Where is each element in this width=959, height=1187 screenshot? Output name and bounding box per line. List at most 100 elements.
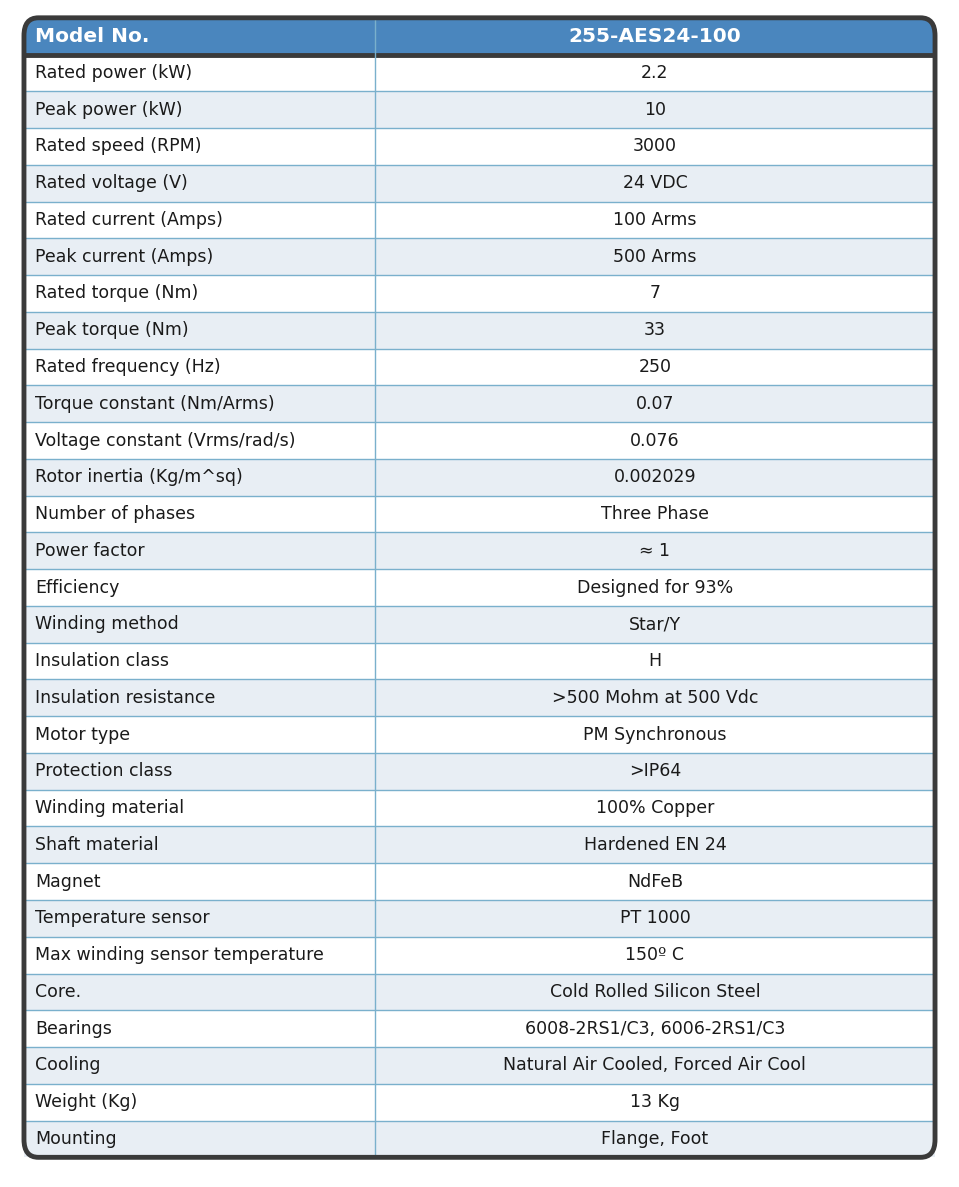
Bar — [375, 312, 935, 349]
Bar — [375, 239, 935, 275]
Text: Number of phases: Number of phases — [35, 504, 196, 523]
Bar — [375, 716, 935, 753]
Text: Peak power (kW): Peak power (kW) — [35, 101, 183, 119]
Text: Winding method: Winding method — [35, 615, 179, 634]
Text: Magnet: Magnet — [35, 872, 101, 890]
FancyBboxPatch shape — [24, 18, 935, 1157]
Text: Temperature sensor: Temperature sensor — [35, 909, 210, 927]
Bar — [24, 55, 375, 91]
Bar — [24, 1010, 375, 1047]
Text: 13 Kg: 13 Kg — [630, 1093, 680, 1111]
Text: 6008-2RS1/C3, 6006-2RS1/C3: 6008-2RS1/C3, 6006-2RS1/C3 — [525, 1020, 785, 1037]
Bar — [24, 128, 375, 165]
Bar — [375, 826, 935, 863]
Bar — [24, 36, 935, 55]
Bar — [24, 863, 375, 900]
Bar — [375, 1010, 935, 1047]
Bar — [24, 570, 375, 605]
Text: Insulation resistance: Insulation resistance — [35, 688, 216, 706]
FancyBboxPatch shape — [24, 18, 935, 55]
Bar — [375, 863, 935, 900]
Bar — [375, 642, 935, 679]
Bar — [375, 386, 935, 423]
Text: Cold Rolled Silicon Steel: Cold Rolled Silicon Steel — [550, 983, 760, 1001]
Bar — [24, 1047, 375, 1084]
Text: 255-AES24-100: 255-AES24-100 — [569, 26, 741, 45]
Text: >IP64: >IP64 — [629, 762, 681, 780]
Bar — [24, 973, 375, 1010]
Bar — [24, 239, 375, 275]
Text: Efficiency: Efficiency — [35, 578, 120, 597]
Bar — [24, 1084, 375, 1121]
Text: Peak current (Amps): Peak current (Amps) — [35, 248, 214, 266]
Bar — [375, 496, 935, 533]
Text: Insulation class: Insulation class — [35, 652, 170, 671]
Bar — [24, 753, 375, 789]
Bar — [24, 1121, 375, 1157]
Text: Flange, Foot: Flange, Foot — [601, 1130, 709, 1148]
Text: Three Phase: Three Phase — [601, 504, 709, 523]
Text: Designed for 93%: Designed for 93% — [576, 578, 733, 597]
Bar — [375, 459, 935, 496]
Bar — [24, 900, 375, 937]
Text: 150º C: 150º C — [625, 946, 685, 964]
Text: Rated current (Amps): Rated current (Amps) — [35, 211, 223, 229]
Bar — [24, 533, 375, 570]
Text: Rated torque (Nm): Rated torque (Nm) — [35, 285, 199, 303]
Bar — [375, 937, 935, 973]
Bar — [24, 165, 375, 202]
Bar — [24, 679, 375, 716]
Bar — [24, 312, 375, 349]
Bar — [375, 91, 935, 128]
Bar — [24, 386, 375, 423]
Bar — [375, 1121, 935, 1157]
Bar — [375, 973, 935, 1010]
Bar — [375, 275, 935, 312]
Text: Natural Air Cooled, Forced Air Cool: Natural Air Cooled, Forced Air Cool — [503, 1056, 807, 1074]
Bar — [375, 679, 935, 716]
Text: Core.: Core. — [35, 983, 82, 1001]
Bar — [24, 349, 375, 386]
Bar — [24, 459, 375, 496]
Bar — [375, 165, 935, 202]
Text: H: H — [648, 652, 662, 671]
Text: Motor type: Motor type — [35, 725, 130, 743]
Bar — [375, 789, 935, 826]
Bar — [375, 128, 935, 165]
Text: 3000: 3000 — [633, 138, 677, 155]
Text: Rated voltage (V): Rated voltage (V) — [35, 174, 188, 192]
Text: Model No.: Model No. — [35, 26, 150, 45]
Text: PT 1000: PT 1000 — [620, 909, 690, 927]
Bar — [375, 1084, 935, 1121]
Bar — [375, 753, 935, 789]
Text: Cooling: Cooling — [35, 1056, 101, 1074]
Text: 24 VDC: 24 VDC — [622, 174, 688, 192]
Text: Peak torque (Nm): Peak torque (Nm) — [35, 322, 189, 339]
Text: Rotor inertia (Kg/m^sq): Rotor inertia (Kg/m^sq) — [35, 469, 244, 487]
Text: Winding material: Winding material — [35, 799, 185, 817]
Text: 2.2: 2.2 — [642, 64, 668, 82]
Bar — [24, 826, 375, 863]
Text: NdFeB: NdFeB — [627, 872, 683, 890]
Text: PM Synchronous: PM Synchronous — [583, 725, 727, 743]
Text: 100 Arms: 100 Arms — [613, 211, 696, 229]
Text: ≈ 1: ≈ 1 — [640, 541, 670, 560]
Text: Power factor: Power factor — [35, 541, 145, 560]
Bar — [24, 423, 375, 459]
Bar — [375, 423, 935, 459]
Text: Rated power (kW): Rated power (kW) — [35, 64, 193, 82]
Bar — [24, 789, 375, 826]
Text: Protection class: Protection class — [35, 762, 173, 780]
Bar — [24, 716, 375, 753]
Bar — [375, 55, 935, 91]
Text: 500 Arms: 500 Arms — [613, 248, 696, 266]
Bar — [375, 202, 935, 239]
Text: Max winding sensor temperature: Max winding sensor temperature — [35, 946, 324, 964]
Bar — [375, 533, 935, 570]
Text: >500 Mohm at 500 Vdc: >500 Mohm at 500 Vdc — [551, 688, 759, 706]
Text: Weight (Kg): Weight (Kg) — [35, 1093, 138, 1111]
Bar — [375, 605, 935, 642]
Text: Torque constant (Nm/Arms): Torque constant (Nm/Arms) — [35, 395, 275, 413]
Text: 0.07: 0.07 — [636, 395, 674, 413]
Bar — [24, 202, 375, 239]
